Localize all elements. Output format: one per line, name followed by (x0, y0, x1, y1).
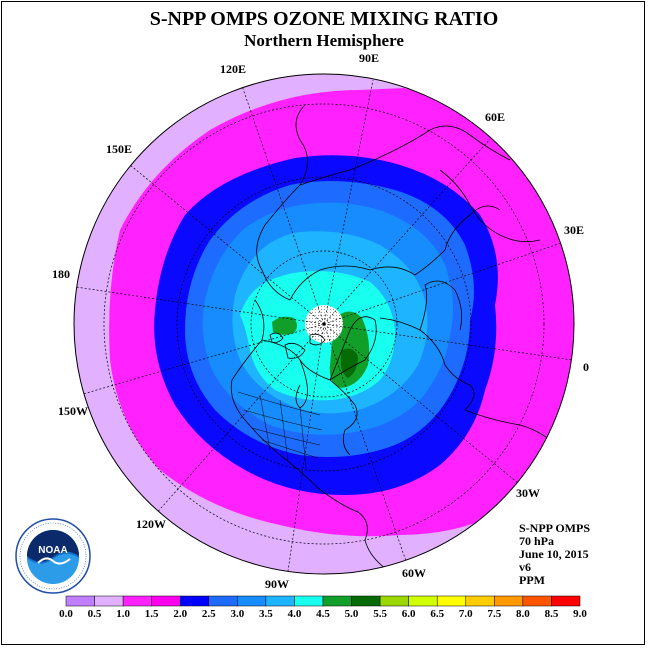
colorbar-swatch (179, 595, 210, 607)
lon-label-180: 180 (52, 267, 70, 281)
lon-label-120e: 120E (220, 62, 247, 76)
info-version: v6 (519, 560, 531, 574)
lon-label-150e: 150E (106, 142, 133, 156)
noaa-logo: NOAA (15, 518, 91, 594)
colorbar-tick-label: 4.0 (287, 608, 302, 620)
colorbar-tick-label: 5.0 (344, 608, 359, 620)
colorbar-tick-label: 6.0 (401, 608, 416, 620)
map-title: S-NPP OMPS OZONE MIXING RATIO (149, 8, 499, 30)
lon-label-150w: 150W (58, 404, 88, 418)
colorbar-labels: 0.0 0.5 1.0 1.5 2.0 2.5 3.0 3.5 4.0 4.5 5.0 5.5 6.0 6… (0, 608, 648, 622)
colorbar-tick-label: 3.5 (259, 608, 273, 620)
lon-label-90e: 90E (359, 51, 380, 65)
colorbar-swatch (322, 595, 352, 607)
info-block: S-NPP OMPS 70 hPa June 10, 2015 v6 PPM (519, 522, 590, 587)
colorbar-tick-label: 0.0 (59, 608, 73, 620)
colorbar-tick-label: 7.5 (487, 608, 502, 620)
info-pressure: 70 hPa (519, 534, 555, 548)
colorbar-swatch (122, 595, 152, 607)
colorbar-swatch (151, 595, 181, 607)
colorbar-tick-label: 1.5 (144, 608, 159, 620)
colorbar-tick-label: 7.0 (458, 608, 473, 620)
colorbar-swatch (465, 595, 495, 607)
colorbar-swatch (351, 595, 381, 607)
colorbar-tick-label: 0.5 (87, 608, 102, 620)
lon-label-90w: 90W (265, 577, 289, 591)
colorbar-tick-label: 5.5 (373, 608, 387, 620)
band-4-0-4-5-west (272, 316, 297, 335)
lon-label-30w: 30W (516, 486, 540, 500)
logo-text: NOAA (38, 545, 67, 556)
colorbar-tick-label: 8.5 (544, 608, 559, 620)
colorbar-tick-label: 1.0 (116, 608, 130, 620)
colorbar-swatch (551, 595, 581, 607)
colorbar-tick-label: 6.5 (430, 608, 445, 620)
colorbar (65, 595, 581, 607)
coastlines (230, 104, 566, 574)
colorbar-swatch (237, 595, 267, 607)
lon-label-120w: 120W (136, 517, 166, 531)
graticule (75, 79, 573, 574)
info-date: June 10, 2015 (519, 547, 589, 561)
colorbar-swatch (294, 595, 324, 607)
colorbar-tick-label: 8.0 (516, 608, 530, 620)
colorbar-swatch (494, 595, 524, 607)
colorbar-tick-label: 9.0 (573, 608, 587, 620)
lon-label-0: 0 (583, 360, 589, 374)
colorbar-swatch (208, 595, 238, 607)
lon-label-60w: 60W (402, 566, 426, 580)
info-units: PPM (519, 573, 545, 587)
colorbar-swatch (522, 595, 552, 607)
map-subtitle: Northern Hemisphere (244, 31, 404, 50)
state-borders (237, 391, 323, 469)
info-instrument: S-NPP OMPS (519, 521, 590, 535)
colorbar-swatch (265, 595, 295, 607)
colorbar-tick-label: 2.5 (201, 608, 216, 620)
colorbar-tick-label: 2.0 (173, 608, 188, 620)
colorbar-swatch (94, 595, 124, 607)
ozone-contours (74, 74, 574, 574)
colorbar-tick-label: 3.0 (230, 608, 245, 620)
lon-label-60e: 60E (485, 110, 506, 124)
colorbar-swatch (379, 595, 409, 607)
globe-boundary (73, 73, 575, 575)
lon-label-30e: 30E (564, 223, 585, 237)
colorbar-swatch (65, 595, 95, 607)
colorbar-swatch (436, 595, 467, 607)
colorbar-tick-label: 4.5 (316, 608, 330, 620)
colorbar-swatch (408, 595, 438, 607)
